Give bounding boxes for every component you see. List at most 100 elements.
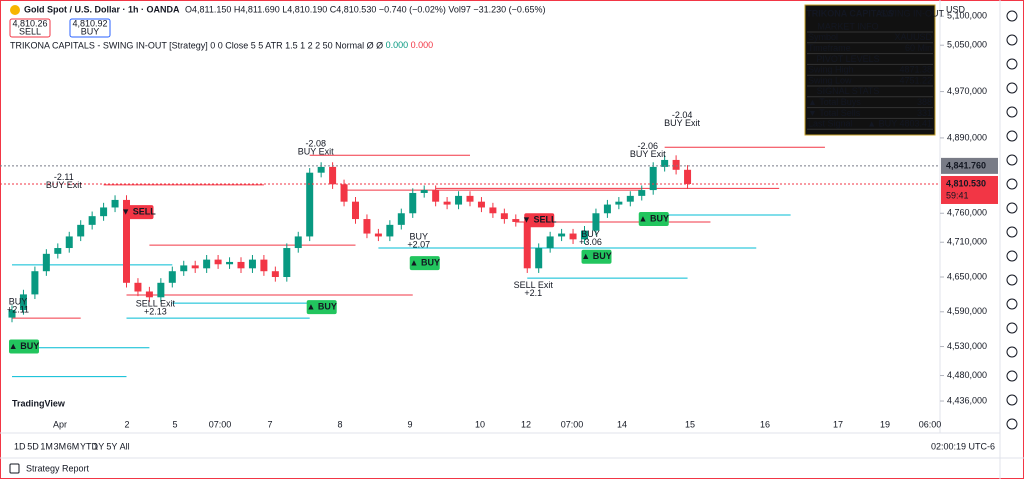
x-tick-label: Apr <box>53 419 67 429</box>
x-tick-label: 2 <box>124 419 129 429</box>
toolbar-icon[interactable] <box>1006 394 1018 406</box>
toolbar-icon[interactable] <box>1006 34 1018 46</box>
x-tick-label: 10 <box>475 419 485 429</box>
candle-body <box>19 294 27 311</box>
candle-body <box>546 236 554 249</box>
y-tick-label: 4,480,000 <box>947 370 987 380</box>
indicator-value: 0.000 <box>386 40 411 50</box>
ohlc: O4,811.150 H4,811.690 L4,810.190 C4,810.… <box>185 4 545 14</box>
range-button[interactable]: 5D <box>27 441 39 451</box>
panel-label: Swing Low <box>808 75 852 85</box>
toolbar-icon[interactable] <box>1006 58 1018 70</box>
panel <box>804 4 936 136</box>
x-tick-label: 19 <box>880 419 890 429</box>
range-button[interactable]: 1Y <box>93 441 104 451</box>
report-tab[interactable]: Strategy Report <box>26 463 90 473</box>
y-tick-label: 4,760,000 <box>947 208 987 218</box>
toolbar-icon[interactable] <box>1006 250 1018 262</box>
symbol: Gold Spot / U.S. Dollar · 1h · OANDA <box>24 4 180 14</box>
x-tick-label: 17 <box>833 419 843 429</box>
toolbar-icon[interactable] <box>1006 346 1018 358</box>
panel-label: Swing High <box>808 65 854 75</box>
candle-body <box>317 166 325 173</box>
candle-body <box>615 201 623 205</box>
candle-body <box>477 201 485 208</box>
panel-label: Symbol <box>808 32 838 42</box>
candle-body <box>466 195 474 202</box>
toolbar-icon[interactable] <box>1006 154 1018 166</box>
range-button[interactable]: 5Y <box>106 441 117 451</box>
toolbar-icon[interactable] <box>1006 226 1018 238</box>
report-icon <box>9 463 20 474</box>
toolbar-icon[interactable] <box>1006 322 1018 334</box>
sell-price: 4,810.26 <box>12 18 47 28</box>
candle-body <box>54 248 62 254</box>
x-tick-label: 9 <box>407 419 412 429</box>
candle-body <box>42 253 50 272</box>
candle-body <box>489 207 497 214</box>
toolbar-icon[interactable] <box>1006 418 1018 430</box>
toolbar-icon[interactable] <box>1006 106 1018 118</box>
signal-box <box>524 213 555 228</box>
candle-body <box>569 233 577 240</box>
y-tick-label: 4,970,000 <box>947 86 987 96</box>
y-tick-label: 4,590,000 <box>947 306 987 316</box>
toolbar-icon[interactable] <box>1006 10 1018 22</box>
candle-body <box>100 207 108 217</box>
buy-button[interactable] <box>69 18 111 38</box>
toolbar-icon[interactable] <box>1006 130 1018 142</box>
signal-label: ▲ BUY <box>410 257 440 267</box>
range-button[interactable]: YTD <box>80 441 99 451</box>
x-tick-label: 7 <box>267 419 272 429</box>
toolbar-icon[interactable] <box>1006 178 1018 190</box>
range-button[interactable]: 1M <box>40 441 53 451</box>
candle-body <box>592 213 600 231</box>
signal-label: ▼ SELL <box>522 215 557 225</box>
range-button[interactable]: 3M <box>54 441 67 451</box>
clock: 02:00:19 UTC-6 <box>931 441 995 451</box>
toolbar-icon[interactable] <box>1006 370 1018 382</box>
y-tick-label: 4,710,000 <box>947 237 987 247</box>
annotation: +2.07 <box>407 239 430 249</box>
indicator-legend: TRIKONA CAPITALS - SWING IN-OUT [Strateg… <box>10 40 433 50</box>
candle-body <box>283 248 291 278</box>
range-button[interactable]: All <box>120 441 130 451</box>
candle-body <box>535 248 543 269</box>
sell-button[interactable] <box>9 18 51 38</box>
price-tag-label: 4,841.760 <box>946 160 986 170</box>
toolbar-icon[interactable] <box>1006 82 1018 94</box>
candle-body <box>352 201 359 220</box>
x-tick-label: 07:00 <box>209 419 232 429</box>
toolbar-icon[interactable] <box>1006 274 1018 286</box>
panel-tag: SWING IN-OUT <box>880 8 944 18</box>
candle-body <box>581 230 588 240</box>
x-tick-label: 07:00 <box>561 419 584 429</box>
signal-box <box>638 212 669 227</box>
toolbar-icon[interactable] <box>1006 202 1018 214</box>
candle-body <box>626 195 634 202</box>
toolbar-icon[interactable] <box>1006 298 1018 310</box>
candle-body <box>31 271 39 295</box>
candle-body <box>248 259 256 269</box>
candle-body <box>684 169 692 184</box>
buy-price: 4,810.92 <box>72 18 107 28</box>
y-tick-label: 4,530,000 <box>947 341 987 351</box>
x-tick-label: 12 <box>521 419 531 429</box>
annotation: +2.13 <box>144 307 167 317</box>
candle-body <box>443 201 451 205</box>
candle-body <box>363 219 371 234</box>
candle-body <box>455 195 463 205</box>
candle-body <box>77 224 85 237</box>
candle-body <box>203 259 211 269</box>
range-button[interactable]: 1D <box>14 441 26 451</box>
symbol-icon <box>10 5 20 15</box>
range-button[interactable]: 6M <box>67 441 80 451</box>
y-tick-label: 5,100,000 <box>947 11 987 21</box>
candle-body <box>512 219 520 222</box>
candle-body <box>374 233 382 237</box>
currency: USD <box>946 4 966 14</box>
candle-body <box>226 261 234 265</box>
y-tick-label: 4,890,000 <box>947 132 987 142</box>
signal-box <box>306 300 337 315</box>
logo: TradingView <box>12 398 66 408</box>
